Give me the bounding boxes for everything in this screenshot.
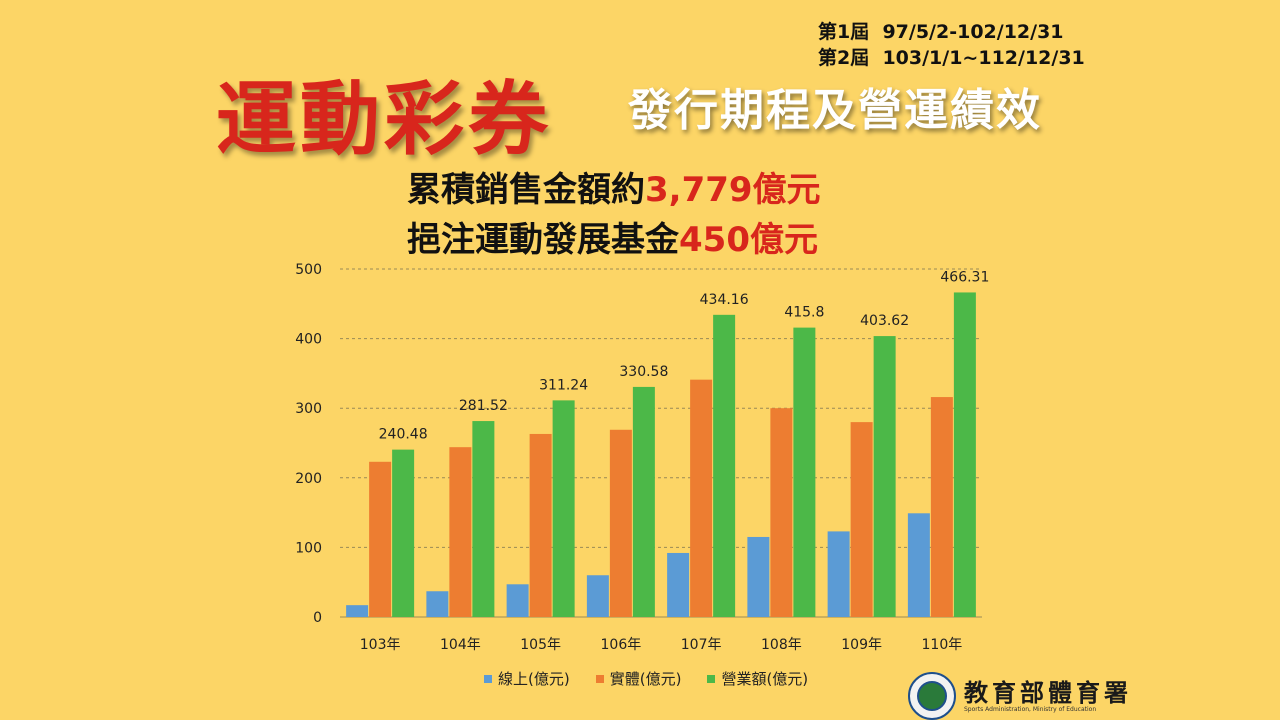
- x-tick-label: 104年: [440, 637, 481, 653]
- bar-physical: [850, 422, 873, 617]
- y-tick-label: 400: [295, 332, 322, 348]
- data-label: 240.48: [379, 427, 428, 443]
- data-label: 311.24: [539, 377, 588, 393]
- ministry-english-name: Sports Administration, Ministry of Educa…: [964, 705, 1097, 713]
- bar-online: [586, 575, 609, 617]
- bar-physical: [930, 397, 953, 617]
- cumulative-sales-value: 3,779億元: [645, 170, 821, 210]
- data-label: 466.31: [940, 269, 989, 285]
- legend-label-revenue: 營業額(億元): [721, 670, 809, 688]
- sub-title: 發行期程及營運績效: [628, 85, 1042, 136]
- bar-physical: [529, 433, 552, 617]
- x-tick-label: 106年: [601, 637, 642, 653]
- bar-physical: [369, 461, 392, 617]
- bar-revenue: [953, 292, 976, 617]
- bar-revenue: [392, 449, 415, 617]
- legend-swatch-online: [484, 674, 492, 683]
- bar-online: [827, 531, 850, 617]
- bar-revenue: [713, 314, 736, 617]
- ministry-name: 教育部體育署: [964, 677, 1132, 707]
- cumulative-sales-stat: 累積銷售金額約3,779億元: [407, 162, 821, 211]
- legend-label-online: 線上(億元): [498, 670, 570, 688]
- legend-item-revenue: 營業額(億元): [707, 668, 808, 689]
- legend-label-physical: 實體(億元): [609, 670, 682, 688]
- second-period-text: 第2屆 103/1/1~112/12/31: [818, 47, 1085, 69]
- x-tick-label: 105年: [520, 637, 561, 653]
- x-tick-label: 110年: [922, 637, 963, 653]
- ministry-name-block: 教育部體育署 Sports Administration, Ministry o…: [964, 677, 1132, 713]
- legend-item-online: 線上(億元): [484, 668, 570, 689]
- bar-physical: [770, 408, 793, 617]
- bar-physical: [449, 447, 472, 617]
- x-tick-label: 107年: [681, 637, 722, 653]
- ministry-logo: 教育部體育署 Sports Administration, Ministry o…: [908, 672, 1132, 720]
- bar-revenue: [552, 400, 575, 617]
- first-period-text: 第1屆 97/5/2-102/12/31: [818, 21, 1064, 43]
- data-label: 403.62: [860, 313, 909, 329]
- bar-revenue: [793, 327, 816, 617]
- chart-legend: 線上(億元) 實體(億元) 營業額(億元): [484, 668, 808, 689]
- bar-revenue: [632, 386, 655, 617]
- ministry-seal-icon: [908, 672, 956, 720]
- x-tick-label: 109年: [841, 637, 882, 653]
- bar-online: [667, 552, 690, 617]
- sports-fund-stat: 挹注運動發展基金450億元: [407, 212, 818, 261]
- bar-revenue: [873, 336, 896, 617]
- cumulative-sales-label: 累積銷售金額約: [407, 170, 645, 210]
- y-tick-label: 0: [313, 610, 322, 626]
- bar-online: [426, 591, 449, 617]
- x-tick-label: 108年: [761, 637, 802, 653]
- bar-online: [907, 513, 930, 617]
- y-tick-label: 500: [295, 262, 322, 278]
- data-label: 281.52: [459, 398, 508, 414]
- sports-fund-label: 挹注運動發展基金: [407, 220, 679, 260]
- main-title: 運動彩券: [216, 72, 552, 166]
- y-tick-label: 200: [295, 471, 322, 487]
- legend-swatch-physical: [595, 674, 604, 683]
- legend-swatch-revenue: [707, 674, 716, 683]
- data-label: 415.8: [784, 305, 824, 321]
- y-tick-label: 100: [295, 540, 322, 556]
- data-label: 434.16: [700, 292, 749, 308]
- bar-physical: [690, 379, 713, 617]
- data-label: 330.58: [619, 364, 668, 380]
- sports-fund-value: 450億元: [679, 220, 818, 260]
- x-tick-label: 103年: [360, 637, 401, 653]
- bar-online: [346, 605, 369, 617]
- bar-online: [747, 536, 770, 617]
- bar-online: [506, 584, 529, 617]
- bar-revenue: [472, 421, 495, 617]
- legend-item-physical: 實體(億元): [595, 668, 682, 689]
- y-tick-label: 300: [295, 401, 322, 417]
- bar-physical: [609, 429, 632, 617]
